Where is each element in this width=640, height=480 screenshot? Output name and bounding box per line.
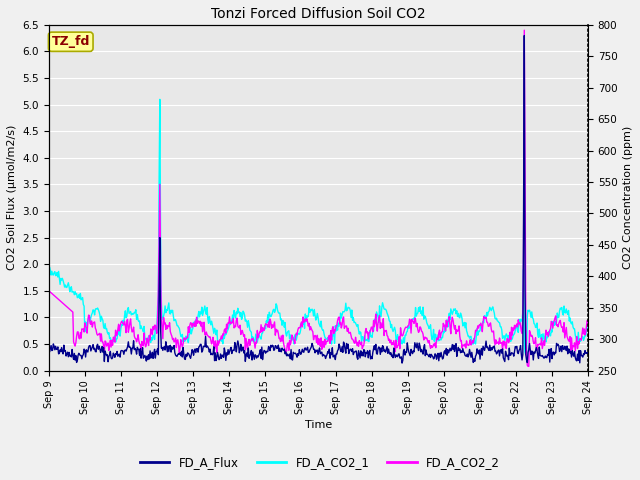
X-axis label: Time: Time <box>305 420 332 430</box>
Text: TZ_fd: TZ_fd <box>52 35 90 48</box>
Y-axis label: CO2 Concentration (ppm): CO2 Concentration (ppm) <box>623 126 633 269</box>
Y-axis label: CO2 Soil Flux (μmol/m2/s): CO2 Soil Flux (μmol/m2/s) <box>7 125 17 270</box>
Legend: FD_A_Flux, FD_A_CO2_1, FD_A_CO2_2: FD_A_Flux, FD_A_CO2_1, FD_A_CO2_2 <box>135 452 505 474</box>
Title: Tonzi Forced Diffusion Soil CO2: Tonzi Forced Diffusion Soil CO2 <box>211 7 426 21</box>
